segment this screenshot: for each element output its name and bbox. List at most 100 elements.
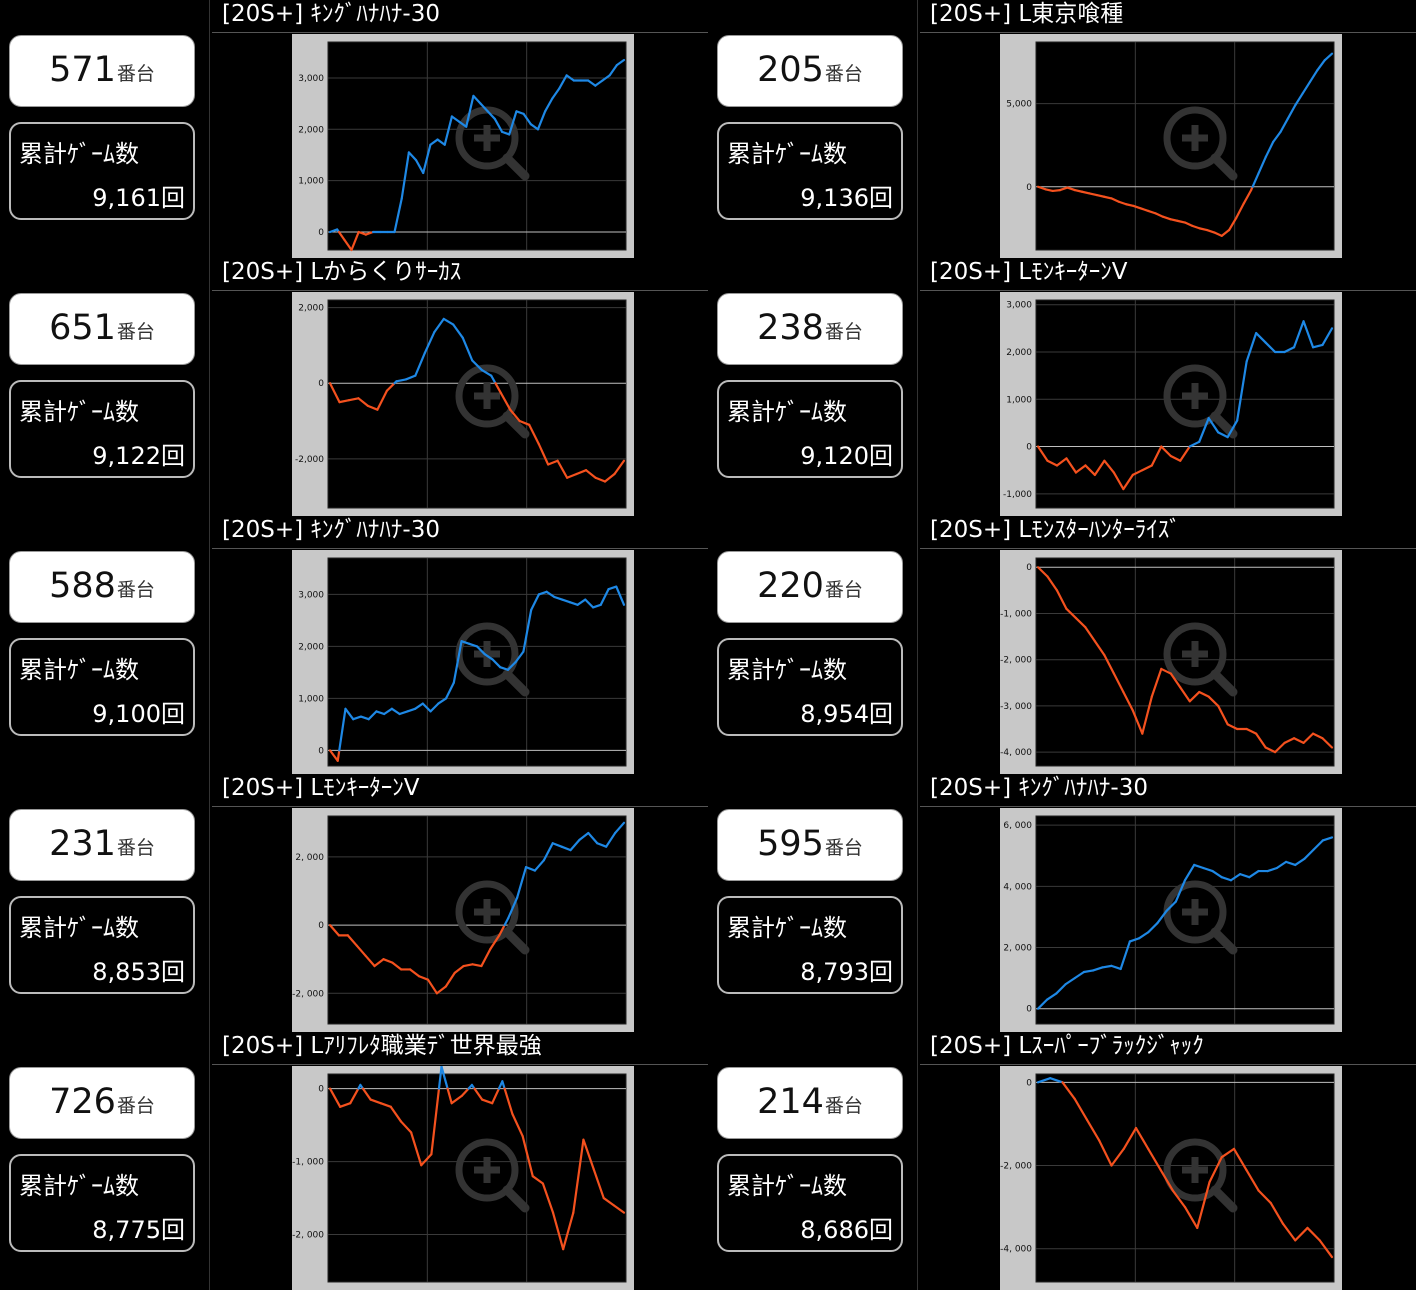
data-segment bbox=[537, 590, 548, 596]
machine-number: 571 bbox=[49, 50, 116, 90]
machine-title: [20S+] ｷﾝｸﾞﾊﾅﾊﾅ-30 bbox=[930, 775, 1148, 801]
machine-number-box[interactable]: 220 番台 bbox=[717, 551, 903, 623]
magnifier-handle bbox=[502, 411, 530, 439]
machine-number-box[interactable]: 214 番台 bbox=[717, 1067, 903, 1139]
machine-title: [20S+] LﾓﾝｷｰﾀｰﾝⅤ bbox=[930, 259, 1128, 285]
machine-number-box[interactable]: 651 番台 bbox=[9, 293, 195, 365]
slump-chart[interactable]: 0 1,000 2,000 3,000 bbox=[292, 34, 634, 258]
magnifier-handle bbox=[1210, 669, 1238, 697]
game-count-value: 9,120回 bbox=[800, 442, 893, 470]
column-divider bbox=[917, 1032, 918, 1290]
machine-card[interactable]: 205 番台 累計ｹﾞｰﾑ数 9,136回 [20S+] L東京喰種 0 5,000 bbox=[708, 0, 1416, 258]
data-segment bbox=[1132, 204, 1142, 210]
data-segment bbox=[587, 831, 599, 845]
slump-chart[interactable]: -4, 000 -2, 000 0 bbox=[1000, 1066, 1342, 1290]
data-segment bbox=[565, 74, 575, 82]
data-segment bbox=[568, 601, 579, 606]
data-segment bbox=[545, 590, 556, 599]
machine-card[interactable]: 588 番台 累計ｹﾞｰﾑ数 9,100回 [20S+] ｷﾝｸﾞﾊﾅﾊﾅ-30 … bbox=[0, 516, 708, 774]
column-divider bbox=[209, 1032, 210, 1290]
data-segment bbox=[489, 934, 501, 951]
data-segment bbox=[1061, 1081, 1076, 1101]
data-segment bbox=[1131, 709, 1144, 735]
game-count-value: 9,100回 bbox=[92, 700, 185, 728]
slump-chart[interactable]: -4, 000 -3, 000 -2, 000 -1, 000 0 bbox=[1000, 550, 1342, 774]
data-segment bbox=[1318, 1239, 1334, 1259]
data-segment bbox=[615, 58, 626, 67]
y-tick-label: 0 bbox=[1026, 1078, 1032, 1088]
y-tick-label: -4, 000 bbox=[1000, 1245, 1032, 1255]
slump-chart[interactable]: -2, 000 -1, 000 0 bbox=[292, 1066, 634, 1290]
slump-chart[interactable]: -2,000 0 2,000 bbox=[292, 292, 634, 516]
column-divider bbox=[209, 258, 210, 516]
title-underline bbox=[212, 32, 708, 33]
machine-card[interactable]: 220 番台 累計ｹﾞｰﾑ数 8,954回 [20S+] Lﾓﾝｽﾀｰﾊﾝﾀｰﾗｲ… bbox=[708, 516, 1416, 774]
game-count-box: 累計ｹﾞｰﾑ数 8,954回 bbox=[717, 638, 903, 736]
machine-number-box[interactable]: 238 番台 bbox=[717, 293, 903, 365]
slump-chart[interactable]: 0 5,000 bbox=[1000, 34, 1342, 258]
machine-number-suffix: 番台 bbox=[824, 837, 863, 859]
game-count-value: 8,686回 bbox=[800, 1216, 893, 1244]
slump-chart[interactable]: -1,000 0 1,000 2,000 3,000 bbox=[1000, 292, 1342, 516]
y-tick-label: 1,000 bbox=[298, 177, 324, 187]
slump-chart[interactable]: -2, 000 0 2, 000 bbox=[292, 808, 634, 1032]
data-segment bbox=[1074, 464, 1087, 474]
data-segment bbox=[1174, 879, 1187, 903]
data-segment bbox=[1275, 860, 1288, 870]
data-segment bbox=[366, 404, 379, 411]
data-segment bbox=[443, 115, 454, 146]
machine-card[interactable]: 214 番台 累計ｹﾞｰﾑ数 8,686回 [20S+] Lｽｰﾊﾟｰﾌﾞﾗｯｸｼ… bbox=[708, 1032, 1416, 1290]
machine-number-box[interactable]: 588 番台 bbox=[9, 551, 195, 623]
data-segment bbox=[503, 1087, 514, 1116]
data-segment bbox=[1217, 431, 1229, 439]
data-segment bbox=[506, 660, 517, 671]
data-segment bbox=[1161, 215, 1172, 221]
data-segment bbox=[450, 1094, 463, 1105]
data-segment bbox=[483, 653, 494, 661]
data-segment bbox=[343, 238, 353, 252]
slump-chart[interactable]: 0 2, 000 4, 000 6, 000 bbox=[1000, 808, 1342, 1032]
data-segment bbox=[1055, 983, 1067, 995]
slump-chart[interactable]: 0 1,000 2,000 3,000 bbox=[292, 550, 634, 774]
data-segment bbox=[1156, 909, 1168, 925]
column-divider bbox=[917, 258, 918, 516]
machine-number-box[interactable]: 726 番台 bbox=[9, 1067, 195, 1139]
data-segment bbox=[407, 151, 418, 162]
data-segment bbox=[410, 1131, 423, 1167]
plot-area bbox=[327, 1073, 627, 1283]
y-tick-label: -4, 000 bbox=[1000, 748, 1032, 758]
data-segment bbox=[346, 934, 358, 947]
y-tick-label: 2, 000 bbox=[295, 853, 324, 863]
machine-card[interactable]: 651 番台 累計ｹﾞｰﾑ数 9,122回 [20S+] Lからくりｻｰｶｽ -2… bbox=[0, 258, 708, 516]
machine-card[interactable]: 238 番台 累計ｹﾞｰﾑ数 9,120回 [20S+] LﾓﾝｷｰﾀｰﾝⅤ -1… bbox=[708, 258, 1416, 516]
data-segment bbox=[1269, 1201, 1285, 1225]
game-count-label: 累計ｹﾞｰﾑ数 bbox=[727, 1172, 847, 1200]
data-segment bbox=[338, 707, 347, 752]
game-count-box: 累計ｹﾞｰﾑ数 9,161回 bbox=[9, 122, 195, 220]
machine-number-box[interactable]: 595 番台 bbox=[717, 809, 903, 881]
data-segment bbox=[393, 197, 403, 234]
data-segment bbox=[594, 79, 604, 87]
data-segment bbox=[429, 138, 439, 146]
machine-card[interactable]: 726 番台 累計ｹﾞｰﾑ数 8,775回 [20S+] Lｱﾘﾌﾚﾀ職業ﾃﾞ世界… bbox=[0, 1032, 708, 1290]
column-divider bbox=[209, 774, 210, 1032]
machine-number-suffix: 番台 bbox=[116, 321, 155, 343]
data-segment bbox=[1080, 190, 1091, 195]
data-segment bbox=[420, 1153, 433, 1167]
data-segment bbox=[414, 159, 425, 175]
data-segment bbox=[500, 130, 511, 136]
data-segment bbox=[1226, 419, 1239, 439]
machine-number-box[interactable]: 205 番台 bbox=[717, 35, 903, 107]
zoom-in-magnifier-icon bbox=[455, 1138, 519, 1202]
data-segment bbox=[1134, 1126, 1150, 1150]
machine-number-box[interactable]: 231 番台 bbox=[9, 809, 195, 881]
data-segment bbox=[491, 658, 502, 669]
data-segment bbox=[1321, 737, 1334, 749]
machine-card[interactable]: 595 番台 累計ｹﾞｰﾑ数 8,793回 [20S+] ｷﾝｸﾞﾊﾅﾊﾅ-30 … bbox=[708, 774, 1416, 1032]
machine-title: [20S+] ｷﾝｸﾞﾊﾅﾊﾅ-30 bbox=[222, 517, 440, 543]
machine-card[interactable]: 571 番台 累計ｹﾞｰﾑ数 9,161回 [20S+] ｷﾝｸﾞﾊﾅﾊﾅ-30 … bbox=[0, 0, 708, 258]
machine-number-box[interactable]: 571 番台 bbox=[9, 35, 195, 107]
data-segment bbox=[1264, 746, 1277, 754]
game-count-label: 累計ｹﾞｰﾑ数 bbox=[727, 656, 847, 684]
machine-card[interactable]: 231 番台 累計ｹﾞｰﾑ数 8,853回 [20S+] LﾓﾝｷｰﾀｰﾝⅤ -2… bbox=[0, 774, 708, 1032]
